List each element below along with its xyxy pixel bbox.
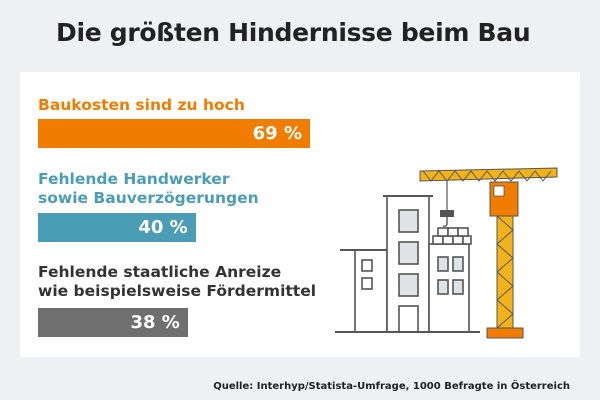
bar-label-1-line1: Baukosten sind zu hoch <box>38 96 245 114</box>
house-drawing <box>335 195 480 333</box>
crane-drawing <box>419 167 558 339</box>
bar-label-2: Fehlende Handwerker sowie Bauverzögerung… <box>38 170 259 208</box>
bar-label-2-line1: Fehlende Handwerker <box>38 170 230 188</box>
bar-label-2-line2: sowie Bauverzögerungen <box>38 189 259 207</box>
bar-label-3-line1: Fehlende staatliche Anreize <box>38 263 282 281</box>
bar-3: 38 % <box>38 308 188 337</box>
chart-title: Die größten Hindernisse beim Bau <box>56 18 531 47</box>
bar-1-value: 69 % <box>252 123 302 144</box>
source-note: Quelle: Interhyp/Statista-Umfrage, 1000 … <box>213 381 570 392</box>
crane-and-house-illustration <box>335 167 558 339</box>
bar-3-value: 38 % <box>130 312 180 333</box>
bar-2-value: 40 % <box>138 217 188 238</box>
bar-label-1: Baukosten sind zu hoch <box>38 96 245 115</box>
bar-1: 69 % <box>38 119 310 148</box>
bar-label-3: Fehlende staatliche Anreize wie beispiel… <box>38 263 316 301</box>
bar-2: 40 % <box>38 213 196 242</box>
bar-label-3-line2: wie beispielsweise Fördermittel <box>38 282 317 300</box>
